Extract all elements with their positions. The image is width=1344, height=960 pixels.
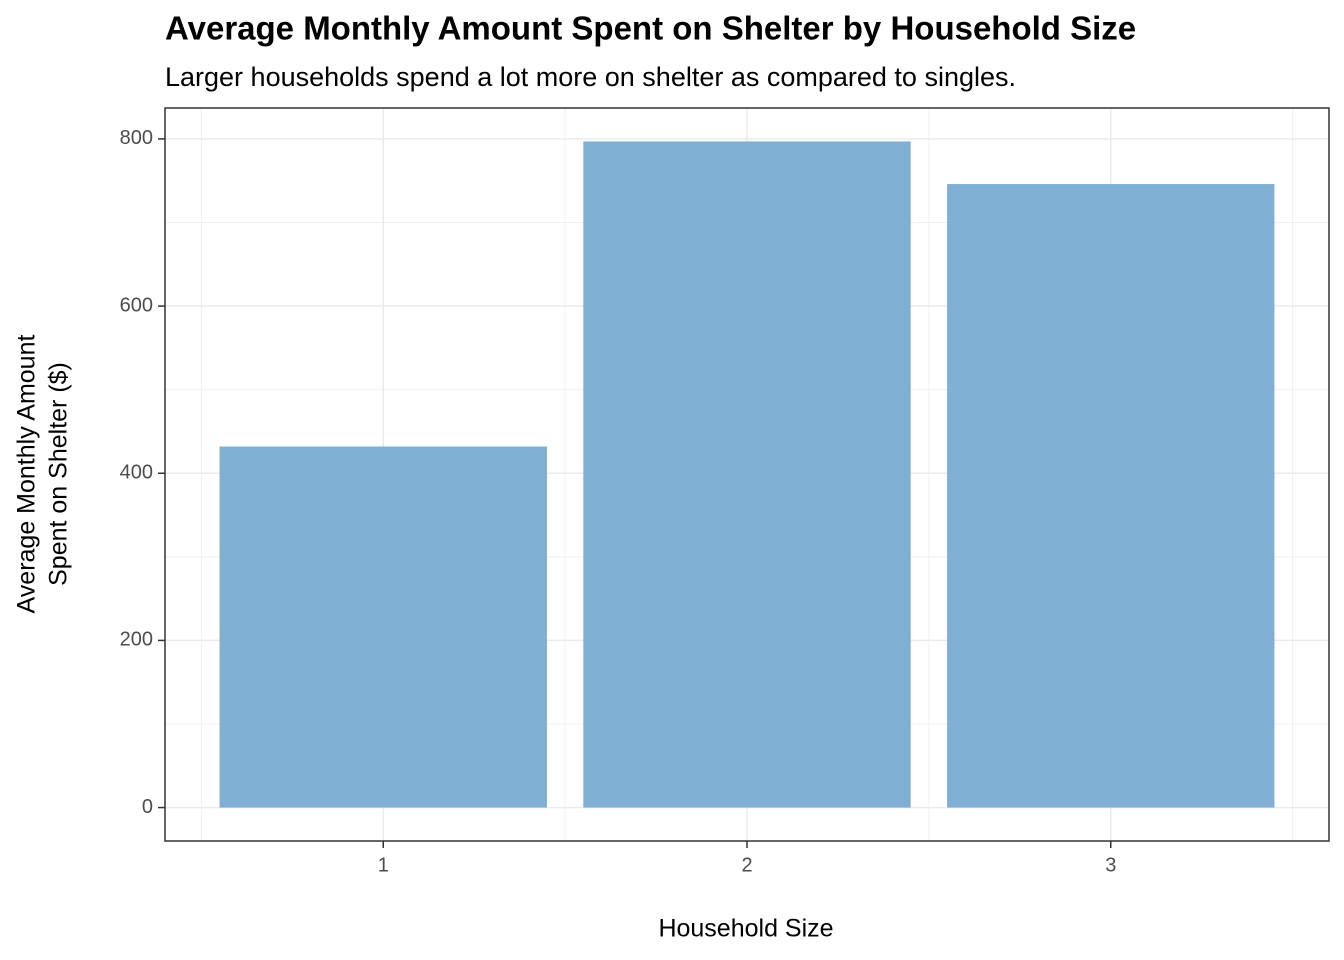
bar bbox=[583, 141, 911, 808]
x-tick-label: 1 bbox=[378, 854, 389, 876]
chart-title: Average Monthly Amount Spent on Shelter … bbox=[165, 10, 1136, 47]
x-tick-label: 3 bbox=[1105, 854, 1116, 876]
y-tick-label: 400 bbox=[120, 462, 153, 484]
y-tick-label: 200 bbox=[120, 629, 153, 651]
chart-subtitle: Larger households spend a lot more on sh… bbox=[165, 62, 1016, 92]
plot-border bbox=[164, 107, 1330, 842]
y-axis-label-line: Average Monthly Amount bbox=[13, 335, 41, 614]
y-tick-label: 800 bbox=[120, 127, 153, 149]
x-axis-label: Household Size bbox=[658, 915, 833, 943]
y-tick-label: 0 bbox=[142, 796, 153, 818]
bar bbox=[947, 184, 1275, 808]
y-axis-label: Average Monthly Amount Spent on Shelter … bbox=[13, 335, 73, 614]
y-axis-label-line: Spent on Shelter ($) bbox=[45, 362, 73, 586]
y-tick-label: 600 bbox=[120, 294, 153, 316]
x-tick-label: 2 bbox=[741, 854, 752, 876]
bar bbox=[219, 446, 547, 808]
